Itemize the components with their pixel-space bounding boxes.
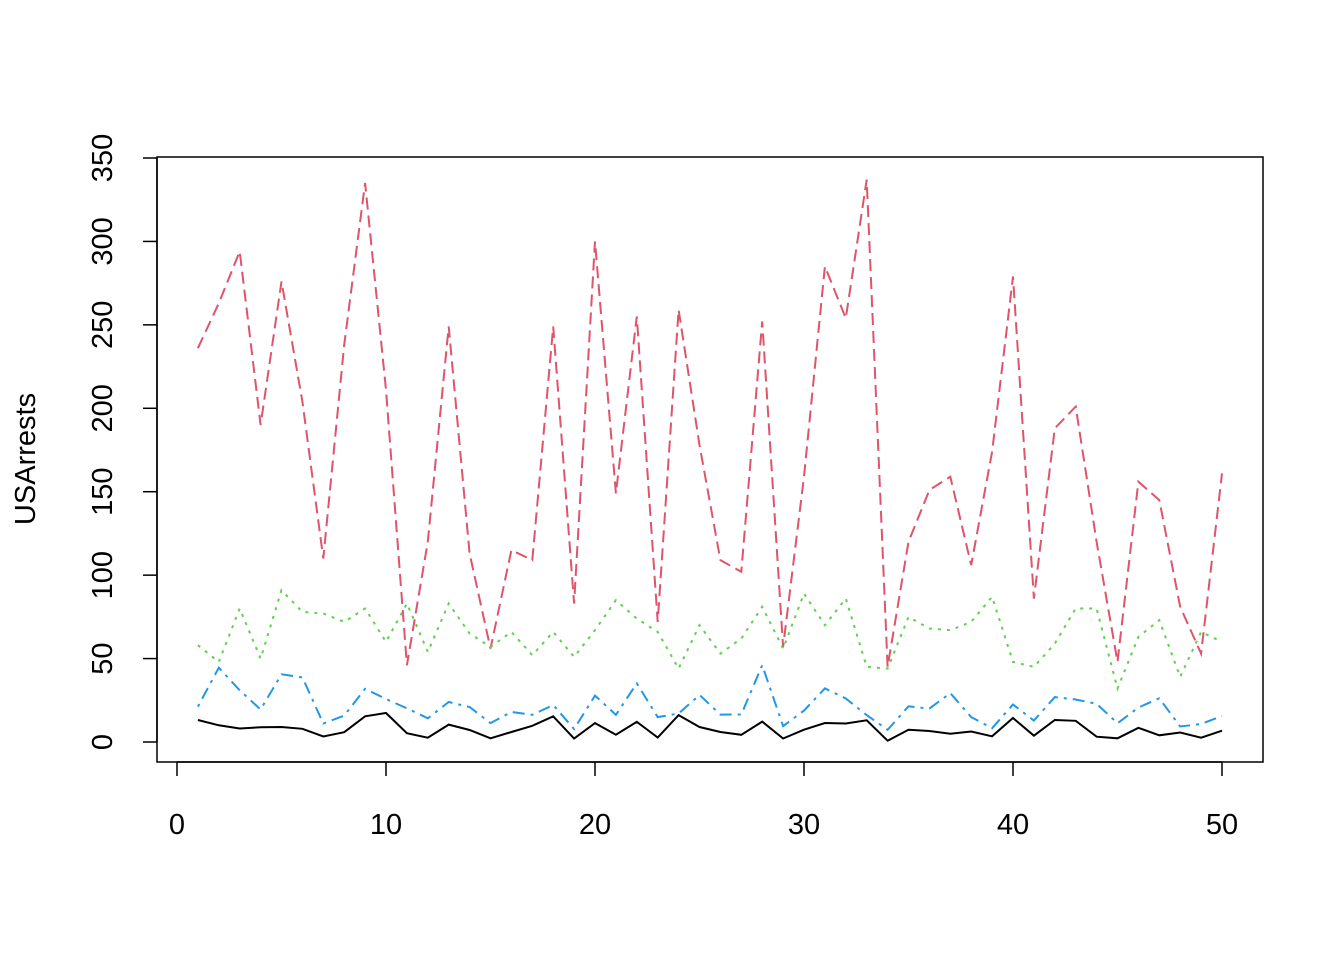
y-tick-label: 0 [87, 734, 119, 750]
series-line-3 [197, 588, 1223, 692]
x-axis: 0 10 20 30 40 50 [169, 761, 1238, 841]
series-line-1 [197, 711, 1223, 742]
x-tick-label: 20 [579, 809, 611, 841]
x-tick-label: 0 [169, 809, 185, 841]
y-axis-title: USArrests [10, 393, 42, 525]
y-axis: 0 50 100 150 200 250 300 350 [87, 134, 158, 750]
x-tick-label: 10 [370, 809, 402, 841]
y-tick-label: 150 [87, 468, 119, 516]
x-tick-label: 50 [1206, 809, 1238, 841]
x-tick-label: 30 [788, 809, 820, 841]
series-line-4 [197, 662, 1223, 732]
y-tick-label: 350 [87, 134, 119, 182]
y-tick-label: 250 [87, 301, 119, 349]
series-layer [196, 179, 1223, 742]
y-tick-label: 200 [87, 384, 119, 432]
series-line-2 [196, 179, 1223, 668]
plot-box [156, 156, 1264, 763]
y-tick-label: 300 [87, 217, 119, 265]
x-tick-label: 40 [997, 809, 1029, 841]
y-tick-label: 50 [87, 642, 119, 674]
y-tick-label: 100 [87, 551, 119, 599]
